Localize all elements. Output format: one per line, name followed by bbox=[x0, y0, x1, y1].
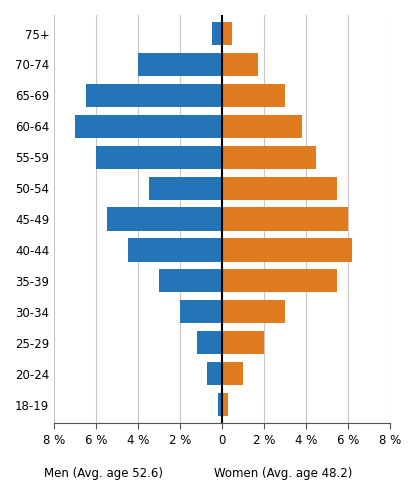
Bar bbox=[222, 84, 285, 107]
Bar bbox=[211, 22, 222, 45]
Bar bbox=[207, 362, 222, 385]
Bar bbox=[222, 239, 352, 262]
Bar bbox=[222, 146, 317, 169]
Bar bbox=[222, 269, 337, 293]
Text: Men (Avg. age 52.6): Men (Avg. age 52.6) bbox=[45, 467, 163, 480]
Bar bbox=[222, 331, 264, 355]
Bar bbox=[159, 269, 222, 293]
Bar bbox=[180, 300, 222, 324]
Bar bbox=[197, 331, 222, 355]
Bar bbox=[96, 146, 222, 169]
Bar bbox=[222, 362, 243, 385]
Bar bbox=[222, 115, 302, 138]
Bar bbox=[222, 208, 348, 231]
Bar bbox=[128, 239, 222, 262]
Bar bbox=[218, 393, 222, 416]
Bar bbox=[106, 208, 222, 231]
Text: Women (Avg. age 48.2): Women (Avg. age 48.2) bbox=[214, 467, 352, 480]
Bar bbox=[222, 177, 337, 200]
Bar bbox=[222, 393, 228, 416]
Bar bbox=[138, 53, 222, 76]
Bar bbox=[222, 300, 285, 324]
Bar bbox=[75, 115, 222, 138]
Bar bbox=[86, 84, 222, 107]
Bar bbox=[222, 53, 258, 76]
Bar bbox=[149, 177, 222, 200]
Bar bbox=[222, 22, 233, 45]
